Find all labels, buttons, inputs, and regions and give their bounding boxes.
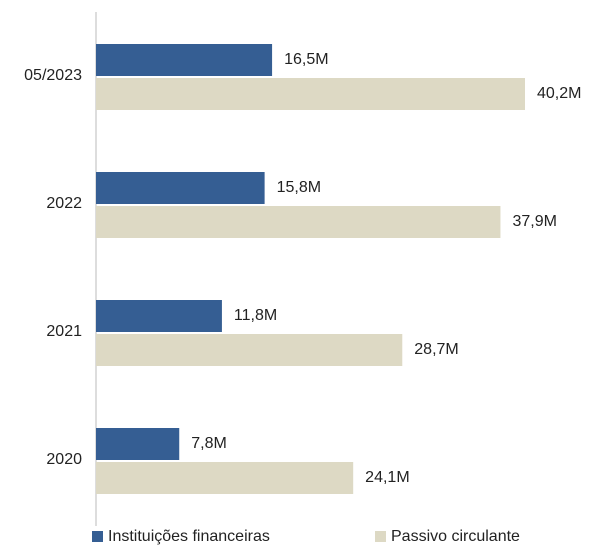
bar xyxy=(96,300,222,332)
value-label: 28,7M xyxy=(414,341,458,358)
bar xyxy=(96,78,525,110)
bar xyxy=(96,172,265,204)
bar xyxy=(96,334,403,366)
value-label: 15,8M xyxy=(277,179,321,196)
value-label: 24,1M xyxy=(365,469,409,486)
bar xyxy=(96,462,354,494)
legend-swatch xyxy=(92,531,103,542)
legend-swatch xyxy=(375,531,386,542)
y-tick-label: 2020 xyxy=(46,451,82,468)
value-label: 40,2M xyxy=(537,85,581,102)
value-label: 16,5M xyxy=(284,51,328,68)
bar xyxy=(96,44,273,76)
y-tick-label: 2021 xyxy=(46,323,82,340)
value-label: 37,9M xyxy=(512,213,556,230)
value-label: 11,8M xyxy=(234,307,277,324)
y-tick-label: 05/2023 xyxy=(24,67,82,84)
legend-label: Passivo circulante xyxy=(391,528,520,545)
bar xyxy=(96,206,501,238)
legend: Instituições financeiras Passivo circula… xyxy=(92,528,520,545)
y-tick-label: 2022 xyxy=(46,195,82,212)
bar xyxy=(96,428,180,460)
legend-label: Instituições financeiras xyxy=(108,528,270,545)
value-label: 7,8M xyxy=(191,435,227,452)
